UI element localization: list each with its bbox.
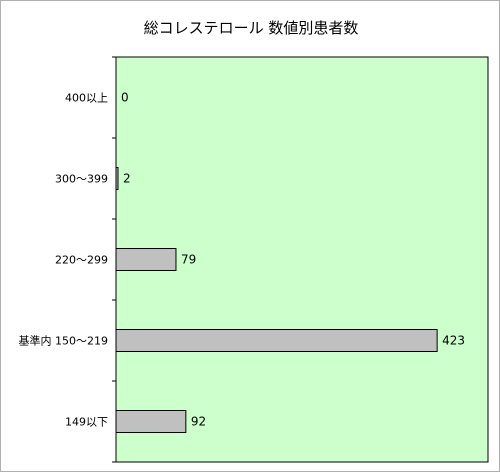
- bar: [115, 248, 177, 271]
- data-label: 79: [181, 253, 196, 267]
- category-label: 220～299: [55, 254, 108, 267]
- bar: [115, 410, 187, 433]
- data-label: 423: [442, 334, 465, 348]
- category-label: 基準内 150～219: [19, 334, 109, 348]
- category-label: 400以上: [65, 92, 108, 105]
- data-label: 0: [121, 91, 129, 105]
- category-ticks: [112, 56, 116, 463]
- bar: [115, 167, 119, 190]
- plot-area: [115, 56, 489, 463]
- chart-title: 総コレステロール 数値別患者数: [144, 19, 359, 37]
- category-label: 300～399: [55, 173, 108, 186]
- category-label: 149以下: [65, 416, 108, 429]
- data-labels: 0 2 79 423 92: [121, 91, 465, 429]
- data-label: 92: [191, 415, 206, 429]
- data-label: 2: [123, 172, 131, 186]
- bars: [115, 167, 438, 433]
- bar: [115, 329, 438, 352]
- category-labels: 400以上 300～399 220～299 基準内 150～219 149以下: [19, 92, 109, 429]
